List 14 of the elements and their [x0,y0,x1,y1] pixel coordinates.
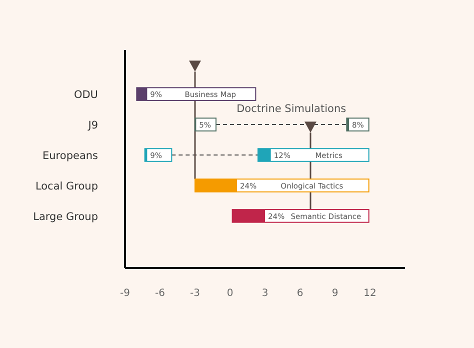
y-tick-label: Europeans [42,150,98,162]
x-tick-label: -6 [155,288,165,299]
y-tick-label: Large Group [33,210,98,223]
x-tick-label: 9 [332,288,338,299]
x-tick-label: -3 [190,288,200,299]
y-tick-label: Local Group [35,180,98,192]
x-tick-label: 6 [296,288,304,299]
x-tick-label: 0 [226,288,234,299]
x-tick-label: -9 [120,288,130,299]
x-tick-label: 12 [364,288,376,299]
y-tick-label: ODU [74,89,98,102]
annotation: Doctrine Simulations [236,103,346,116]
x-tick-label: 3 [262,288,268,299]
y-tick-label: J9 [87,120,98,132]
